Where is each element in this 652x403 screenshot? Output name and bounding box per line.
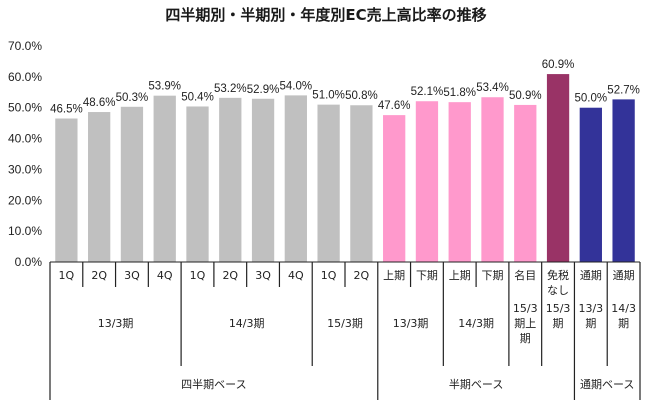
bar	[350, 105, 373, 262]
data-label: 51.8%	[443, 87, 476, 99]
data-label: 50.9%	[509, 90, 542, 102]
data-label: 53.2%	[214, 83, 247, 95]
group-label: 半期ベース	[449, 377, 503, 391]
category-label: 1Q	[59, 269, 75, 282]
bar	[415, 101, 439, 262]
y-tick-label: 70.0%	[8, 39, 42, 53]
category-label: 通期	[613, 269, 635, 282]
bar	[153, 95, 176, 263]
y-tick-label: 50.0%	[8, 101, 42, 115]
bar	[481, 97, 504, 262]
period-label: 15/3	[513, 302, 538, 315]
period-label: 期	[553, 317, 564, 330]
bar-series: 46.5%48.6% 50.3%53.9%50.4%53.2% 52.9% 54.0%…	[50, 59, 640, 263]
period-label: 期	[585, 317, 596, 330]
category-label: 下期	[416, 269, 438, 282]
bar	[448, 102, 471, 262]
period-label: 15/3	[546, 302, 571, 315]
period-label: 15/3期	[327, 317, 363, 330]
y-tick-label: 0.0%	[15, 255, 43, 269]
period-label: 期	[618, 317, 629, 330]
bar	[579, 107, 602, 262]
period-label: 14/3	[611, 302, 636, 315]
group-label: 四半期ベース	[181, 377, 246, 391]
category-label: 1Q	[321, 269, 337, 282]
bar	[317, 104, 340, 262]
period-label: 期	[520, 332, 531, 345]
data-label: 52.1%	[411, 86, 444, 98]
bar	[88, 112, 111, 262]
category-label: 上期	[449, 269, 471, 282]
category-label: 1Q	[190, 269, 206, 282]
category-label: 下期	[482, 269, 504, 282]
data-label: 48.6%	[83, 97, 116, 109]
data-label: 53.4%	[476, 82, 509, 94]
bar	[219, 97, 242, 262]
bar	[546, 74, 570, 262]
data-label: 53.9%	[148, 81, 181, 93]
y-tick-label: 20.0%	[8, 193, 42, 207]
period-label: 13/3	[578, 302, 603, 315]
y-tick-label: 40.0%	[8, 132, 42, 146]
data-label: 47.6%	[378, 100, 411, 112]
bar	[120, 106, 144, 262]
period-label: 14/3期	[458, 317, 494, 330]
bar	[284, 95, 307, 262]
data-label: 52.9%	[247, 84, 280, 96]
period-label: 期上	[514, 317, 536, 330]
period-label: 13/3期	[393, 317, 429, 330]
y-axis: 0.0% 10.0% 20.0% 30.0% 40.0% 50.0% 60.0% 70.0%	[8, 39, 42, 269]
bar	[514, 104, 537, 263]
bar	[186, 106, 209, 262]
data-label: 54.0%	[280, 80, 313, 92]
data-label: 50.0%	[575, 93, 608, 105]
category-label: なし	[547, 284, 569, 297]
category-label: 4Q	[288, 269, 304, 282]
category-label: 3Q	[124, 269, 140, 282]
data-label: 52.7%	[607, 84, 640, 96]
category-label: 通期	[580, 269, 602, 282]
y-tick-label: 10.0%	[8, 224, 42, 238]
data-label: 50.4%	[181, 91, 214, 103]
category-label: 2Q	[222, 269, 238, 282]
bar	[612, 99, 635, 262]
data-label: 51.0%	[312, 90, 345, 102]
bar	[55, 118, 78, 262]
period-label: 13/3期	[98, 317, 134, 330]
category-label: 名目	[514, 268, 536, 282]
category-label: 2Q	[91, 269, 107, 282]
chart-title: 四半期別・半期別・年度別EC売上高比率の推移	[165, 6, 486, 24]
bar	[383, 115, 406, 263]
period-label: 14/3期	[229, 317, 265, 330]
bar	[251, 98, 275, 262]
category-label: 4Q	[157, 269, 173, 282]
category-label: 免税	[547, 268, 569, 282]
y-tick-label: 60.0%	[8, 70, 42, 84]
group-label: 通期ベース	[580, 378, 634, 391]
category-label: 3Q	[255, 269, 271, 282]
category-label: 2Q	[354, 269, 370, 282]
data-label: 50.3%	[116, 92, 149, 104]
data-label: 50.8%	[345, 90, 378, 102]
category-label: 上期	[383, 269, 405, 282]
y-tick-label: 30.0%	[8, 162, 42, 176]
data-label: 60.9%	[542, 59, 575, 71]
data-label: 46.5%	[50, 104, 83, 116]
